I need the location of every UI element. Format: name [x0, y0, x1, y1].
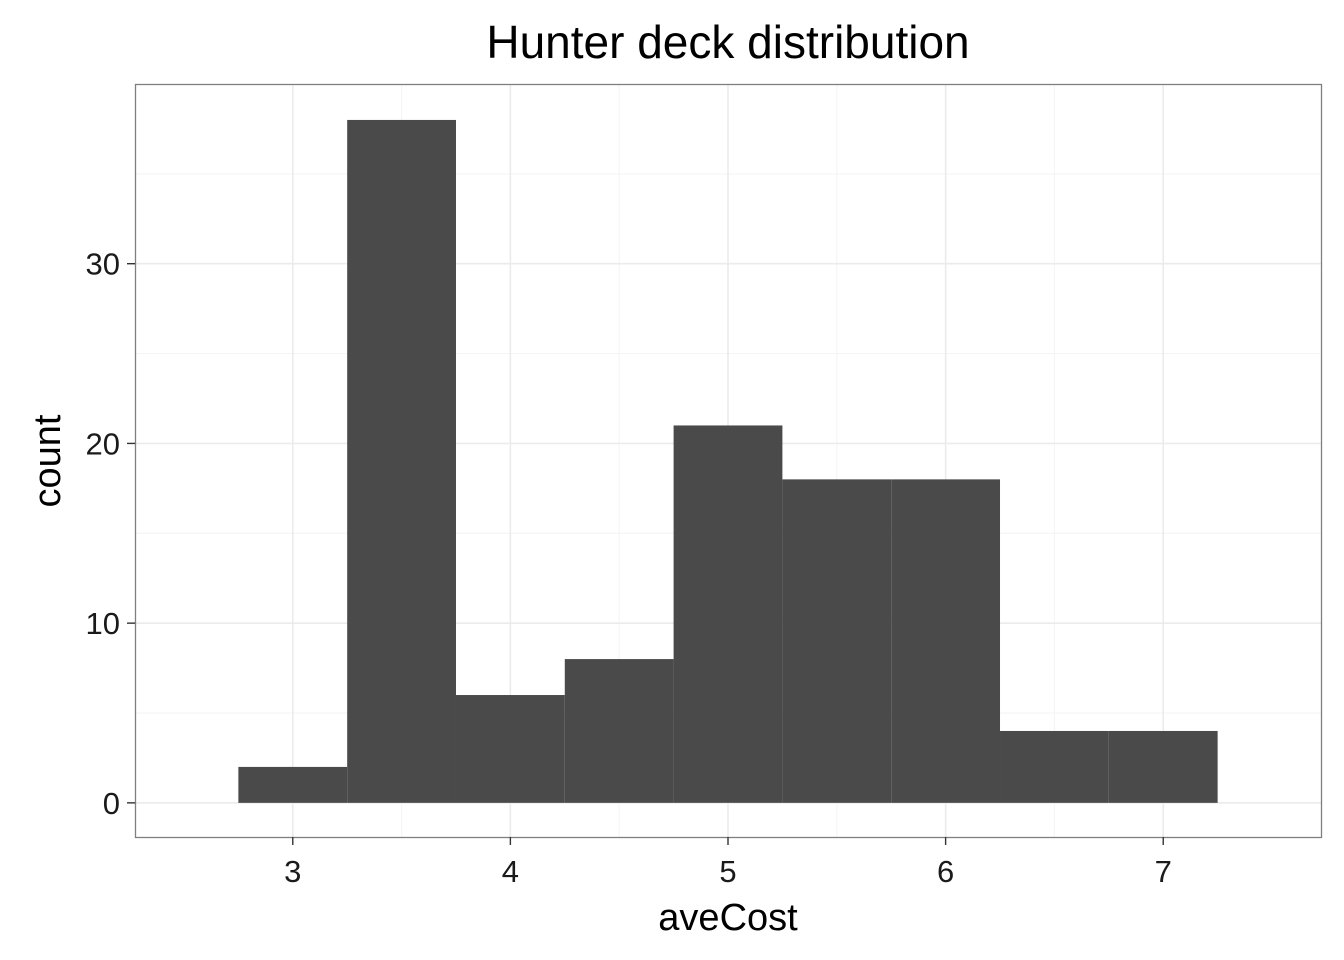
x-axis-tick-labels: 3 4 5 6 7: [284, 854, 1172, 889]
histogram-bar: [238, 766, 348, 803]
x-tick-label: 7: [1155, 854, 1172, 889]
histogram-bar: [673, 425, 783, 803]
x-axis-title: aveCost: [658, 897, 798, 939]
x-tick-label: 3: [284, 854, 301, 889]
histogram-bar: [564, 659, 674, 803]
histogram-bar: [347, 119, 456, 803]
axis-ticks: [127, 263, 1164, 845]
histogram-bar: [455, 695, 565, 803]
chart-title: Hunter deck distribution: [486, 16, 969, 68]
x-tick-label: 6: [937, 854, 954, 889]
y-tick-label: 10: [86, 606, 120, 641]
y-axis-tick-labels: 0 10 20 30: [86, 247, 120, 821]
histogram-bars: [238, 119, 1218, 803]
histogram-bar: [1108, 730, 1218, 803]
x-tick-label: 5: [719, 854, 736, 889]
y-tick-label: 30: [86, 247, 120, 282]
histogram-bar: [782, 479, 892, 803]
y-tick-label: 0: [103, 786, 120, 821]
y-axis-title: count: [27, 414, 69, 507]
histogram-bar: [1000, 730, 1109, 803]
histogram-bar: [891, 479, 1001, 803]
x-tick-label: 4: [502, 854, 519, 889]
y-tick-label: 20: [86, 426, 120, 461]
